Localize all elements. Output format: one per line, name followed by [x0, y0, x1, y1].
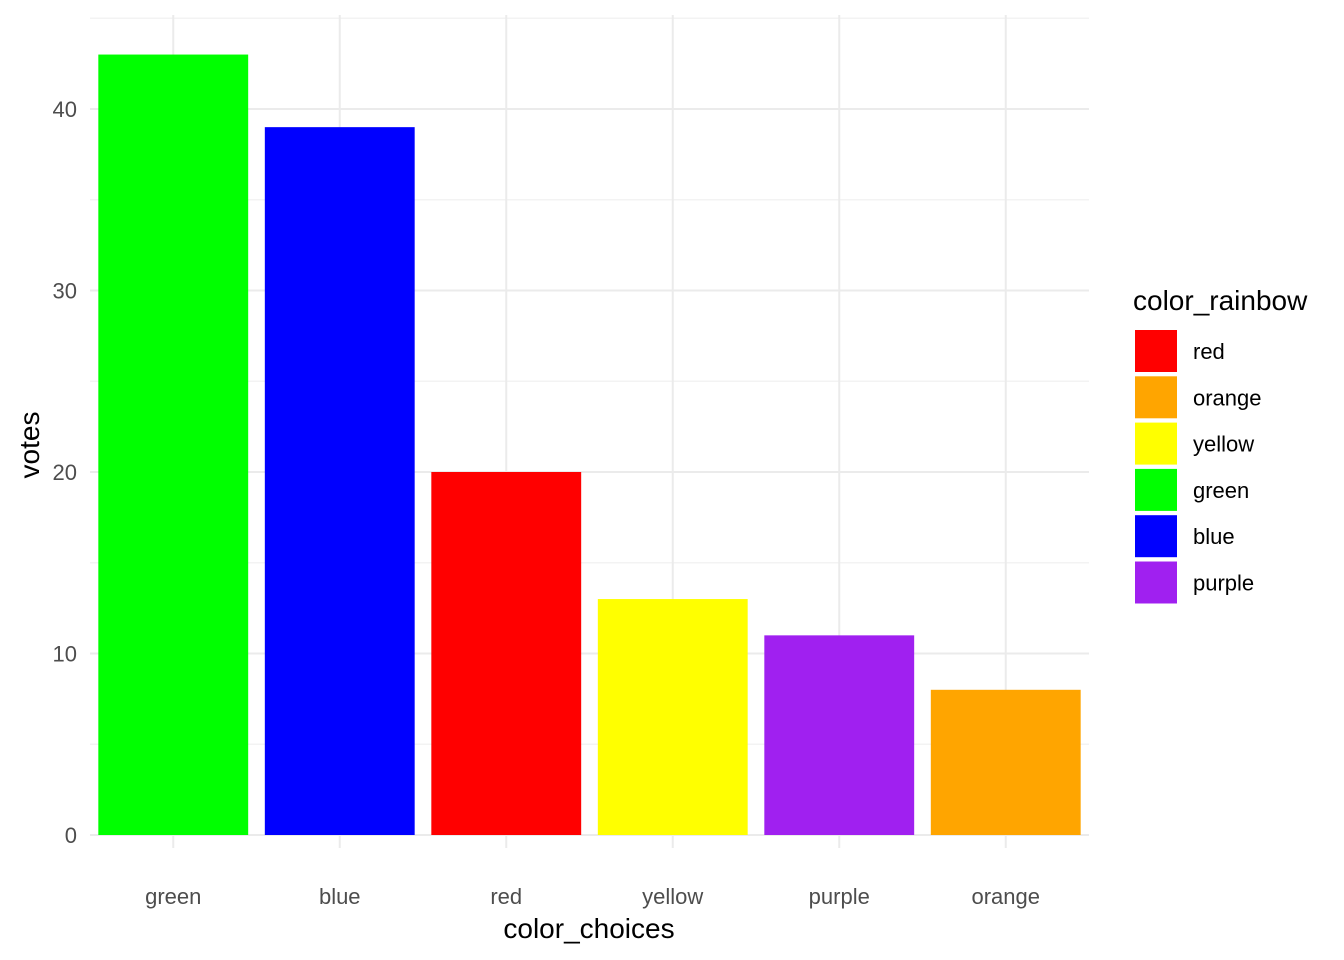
legend-label-orange: orange — [1193, 385, 1262, 410]
bars — [98, 54, 1081, 836]
bar-orange — [930, 689, 1081, 835]
y-axis-ticks: 0 10 20 30 40 — [53, 97, 77, 848]
x-tick-label: orange — [971, 884, 1040, 909]
legend-swatch-orange — [1135, 376, 1177, 419]
x-axis-ticks: green blue red yellow purple orange — [145, 884, 1040, 909]
y-tick-label: 20 — [53, 460, 77, 485]
legend-label-blue: blue — [1193, 524, 1235, 549]
legend-swatch-blue — [1135, 515, 1177, 558]
bar-blue — [264, 127, 415, 835]
legend-swatch-yellow — [1135, 422, 1177, 465]
bar-green — [98, 54, 249, 836]
legend-label-yellow: yellow — [1193, 432, 1254, 457]
legend-title: color_rainbow — [1133, 285, 1308, 316]
x-axis-title: color_choices — [503, 913, 674, 944]
legend-items: red orange yellow green blue purple — [1135, 330, 1262, 604]
x-tick-label: purple — [809, 884, 870, 909]
legend-label-red: red — [1193, 339, 1225, 364]
bar-yellow — [597, 599, 748, 835]
x-tick-label: yellow — [642, 884, 703, 909]
y-tick-label: 30 — [53, 279, 77, 304]
legend-label-purple: purple — [1193, 571, 1254, 596]
legend-swatch-green — [1135, 468, 1177, 511]
legend: color_rainbow red orange yellow green blue pu… — [1133, 285, 1308, 604]
x-tick-label: red — [490, 884, 522, 909]
legend-label-green: green — [1193, 478, 1249, 503]
x-tick-label: blue — [319, 884, 361, 909]
bar-red — [431, 472, 582, 835]
x-tick-label: green — [145, 884, 201, 909]
y-tick-label: 10 — [53, 642, 77, 667]
y-axis-title: votes — [14, 412, 45, 479]
bar-purple — [764, 635, 915, 835]
legend-swatch-red — [1135, 330, 1177, 372]
y-tick-label: 0 — [65, 823, 77, 848]
y-tick-label: 40 — [53, 97, 77, 122]
legend-swatch-purple — [1135, 561, 1177, 604]
